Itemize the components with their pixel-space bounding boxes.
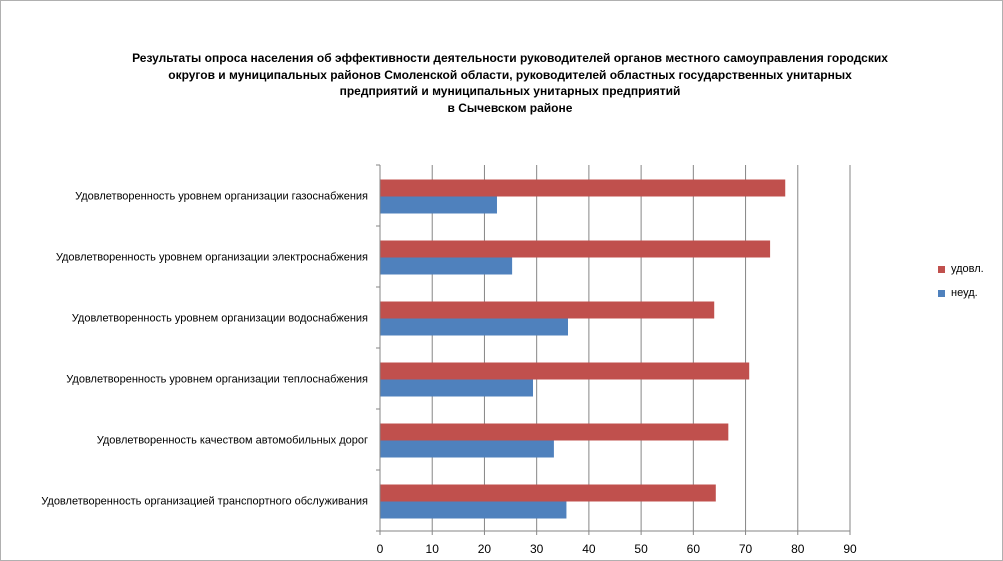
legend-swatch-neud (938, 289, 945, 297)
bar-neud (380, 257, 513, 275)
legend-label-udovl: удовл. (951, 263, 984, 275)
x-tick-label: 0 (377, 542, 384, 556)
x-tick-label: 70 (739, 542, 753, 556)
x-tick-label: 50 (634, 542, 648, 556)
bar-neud (380, 379, 534, 397)
category-label: Удовлетворенность организацией транспорт… (41, 496, 368, 508)
category-label: Удовлетворенность уровнем организации га… (75, 191, 368, 203)
category-label: Удовлетворенность уровнем организации эл… (56, 252, 368, 264)
chart-title-line: Результаты опроса населения об эффективн… (132, 51, 888, 65)
category-label: Удовлетворенность качеством автомобильны… (97, 435, 368, 447)
legend-item-udovl: удовл. (938, 262, 984, 276)
x-tick-label: 60 (687, 542, 701, 556)
bar-neud (380, 440, 554, 458)
x-tick-labels: 0 10 20 30 40 50 60 70 80 90 (377, 542, 857, 556)
x-tick-label: 90 (843, 542, 857, 556)
chart-title: Результаты опроса населения об эффективн… (60, 50, 960, 116)
legend: удовл. неуд. (938, 262, 984, 310)
bar-udovl (380, 179, 786, 197)
category-label: Удовлетворенность уровнем организации те… (66, 374, 368, 386)
bar-udovl (380, 240, 771, 258)
bar-udovl (380, 484, 716, 502)
gridlines (431, 165, 851, 531)
legend-label-neud: неуд. (951, 287, 978, 299)
chart-title-line: в Сычевском районе (447, 100, 573, 115)
bar-udovl (380, 423, 729, 441)
bar-neud (380, 196, 497, 214)
axes (376, 164, 851, 535)
x-tick-label: 80 (791, 542, 805, 556)
legend-item-neud: неуд. (938, 286, 984, 300)
x-tick-label: 40 (582, 542, 596, 556)
chart-title-line: округов и муниципальных районов Смоленск… (168, 67, 852, 82)
bar-udovl (380, 362, 750, 380)
x-tick-label: 10 (426, 542, 440, 556)
category-label: Удовлетворенность уровнем организации во… (72, 313, 368, 325)
bar-udovl (380, 301, 715, 319)
category-labels: Удовлетворенность уровнем организации га… (41, 191, 368, 508)
x-tick-label: 30 (530, 542, 544, 556)
bar-neud (380, 501, 567, 519)
chart-title-line: предприятий и муниципальных унитарных пр… (339, 84, 681, 98)
bars (380, 179, 786, 519)
x-tick-label: 20 (478, 542, 492, 556)
bar-neud (380, 318, 568, 336)
legend-swatch-udovl (938, 265, 945, 273)
